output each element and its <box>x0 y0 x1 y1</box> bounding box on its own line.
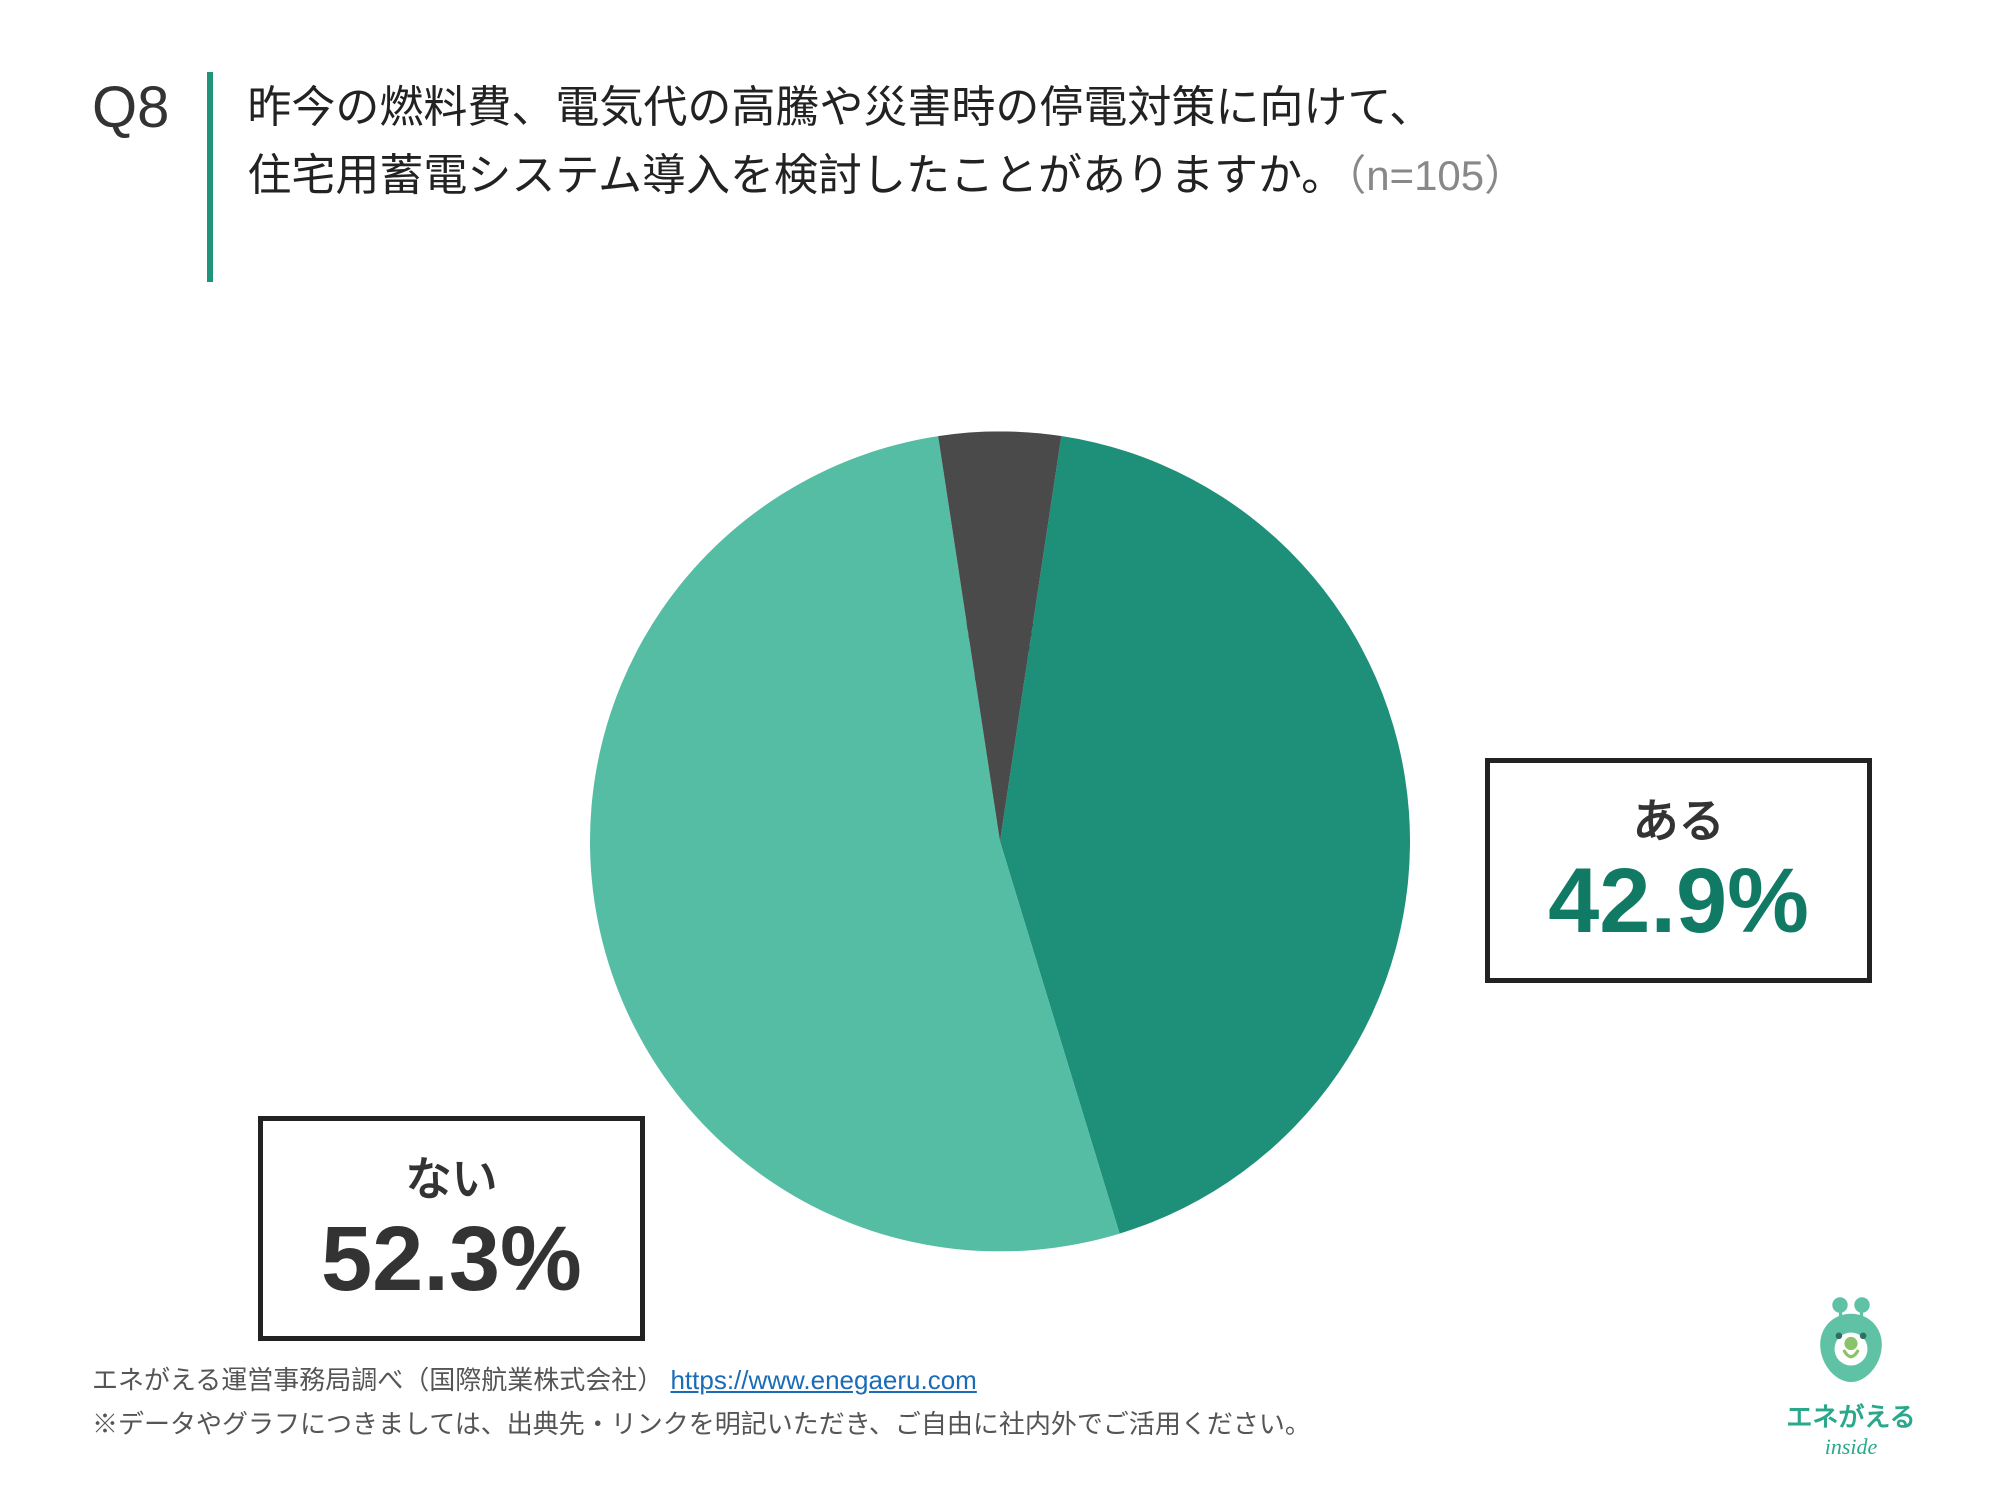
logo-name: エネがえる <box>1766 1397 1936 1434</box>
brand-logo: エネがえる inside <box>1766 1283 1936 1460</box>
pie-svg <box>590 431 1410 1251</box>
title-line-1: 昨今の燃料費、電気代の高騰や災害時の停電対策に向けて、 <box>247 83 1433 132</box>
footer-note: ※データやグラフにつきましては、出典先・リンクを明記いただき、ご自由に社内外でご… <box>92 1402 1311 1446</box>
title-line-2: 住宅用蓄電システム導入を検討したことがありますか。 <box>247 151 1345 200</box>
no-percent: 52.3% <box>321 1211 582 1308</box>
no-label: ない <box>321 1143 582 1209</box>
question-title: 昨今の燃料費、電気代の高騰や災害時の停電対策に向けて、 住宅用蓄電システム導入を… <box>247 72 1940 210</box>
chart-area: わからない/答えられない 4.8% ある 42.9% ない 52.3% <box>0 290 2000 1360</box>
callout-no: ない 52.3% <box>258 1116 645 1341</box>
pie-chart <box>590 431 1410 1251</box>
logo-subtitle: inside <box>1766 1434 1936 1460</box>
question-number: Q8 <box>92 72 207 140</box>
source-link[interactable]: https://www.enegaeru.com <box>670 1365 976 1395</box>
yes-label: ある <box>1548 785 1809 851</box>
yes-percent: 42.9% <box>1548 853 1809 950</box>
footer: エネがえる運営事務局調べ（国際航業株式会社） https://www.enega… <box>92 1358 1311 1446</box>
enegaeru-logo-icon <box>1796 1283 1906 1393</box>
header: Q8 昨今の燃料費、電気代の高騰や災害時の停電対策に向けて、 住宅用蓄電システム… <box>92 72 1940 282</box>
header-accent-bar <box>207 72 213 282</box>
sample-size: （n=105） <box>1345 152 1526 199</box>
callout-yes: ある 42.9% <box>1485 758 1872 983</box>
source-line: エネがえる運営事務局調べ（国際航業株式会社） https://www.enega… <box>92 1358 1311 1402</box>
source-prefix: エネがえる運営事務局調べ（国際航業株式会社） <box>92 1365 670 1395</box>
